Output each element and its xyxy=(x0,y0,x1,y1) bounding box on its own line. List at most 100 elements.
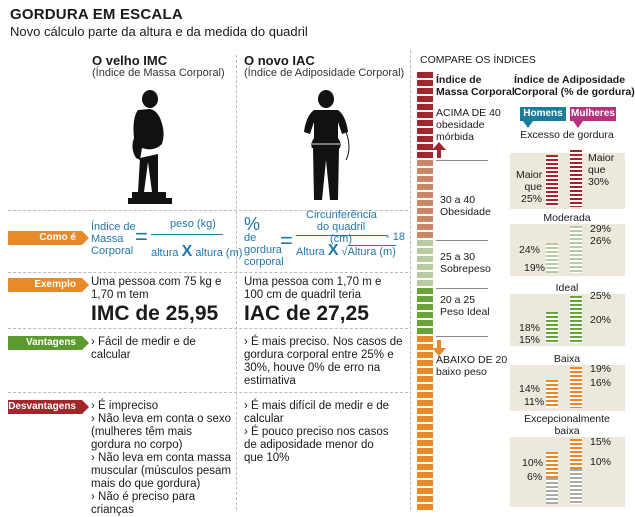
imc-formula-lhs2: Massa xyxy=(91,233,124,245)
imc-equals: = xyxy=(135,224,148,249)
iac-men-baixa-high: 14% xyxy=(519,383,541,395)
imc-scale-head1: Índice de xyxy=(436,74,482,86)
mulheres-badge: Mulheres xyxy=(570,107,616,121)
imc-result: IMC de 25,95 xyxy=(91,302,219,325)
imc-range-obese: 30 a 40 Obesidade xyxy=(440,194,491,218)
imc-times: X xyxy=(181,243,193,260)
iac-formula-num: Circunferência do quadril (cm) xyxy=(306,209,377,245)
imc-range-label: mórbida xyxy=(436,131,474,143)
iac-percent-sign: % xyxy=(244,214,261,234)
iac-scale-head1: Índice de Adiposidade xyxy=(514,74,626,86)
imc-desv-item: › Não leva em conta o sexo (mulheres têm… xyxy=(91,413,231,451)
iac-desvantagens: › É mais difícil de medir e de calcular … xyxy=(244,400,394,465)
row-divider-4 xyxy=(8,392,408,393)
imc-fraction-bar xyxy=(151,234,223,235)
iac-women-excep-bar xyxy=(570,439,582,469)
imc-den1: altura xyxy=(151,247,179,259)
iac-women-baixa-low: 16% xyxy=(590,377,612,389)
iac-lhs3: gordura xyxy=(244,244,282,256)
imc-range-label: 30 a 40 xyxy=(440,194,476,206)
tag-como-medido: Como é medido xyxy=(8,231,89,257)
iac-group-baixa-bg xyxy=(510,365,625,411)
iac-formula-lhs: de gordura corporal xyxy=(244,232,284,268)
iac-men-excep-bar xyxy=(546,452,558,478)
row-divider-1 xyxy=(8,210,408,211)
imc-range-label: 25 a 30 xyxy=(440,251,476,263)
iac-women-ideal-bar xyxy=(570,296,582,343)
iac-fraction-bar xyxy=(296,235,388,236)
iac-group-excep-title: Excepcionalmente baixa xyxy=(524,413,610,437)
imc-desv-item: › É impreciso xyxy=(91,400,159,412)
iac-group-excep-bg xyxy=(510,437,625,507)
imc-scale-bar xyxy=(417,72,433,510)
iac-label-line: Maior xyxy=(588,152,615,164)
iac-women-excep-high: 15% xyxy=(590,436,612,448)
iac-label-line: que xyxy=(524,181,542,193)
iac-women-baixa-bar xyxy=(570,367,582,408)
iac-desv-item: › É mais difícil de medir e de calcular xyxy=(244,400,390,425)
tag-exemplo: Exemplo xyxy=(8,278,89,292)
imc-desv-item: › Não é preciso para crianças xyxy=(91,491,196,516)
imc-range-label: ACIMA DE 40 xyxy=(436,107,501,119)
imc-range-label: ABAIXO DE 20 xyxy=(436,354,508,366)
iac-scale-head2: Corporal (% de gordura) xyxy=(514,86,635,98)
imc-scale-header: Índice de Massa Corporal xyxy=(436,74,515,98)
iac-men-ideal-low: 15% xyxy=(519,334,541,346)
imc-divider xyxy=(436,240,488,241)
iac-women-excep-low: 10% xyxy=(590,456,612,468)
imc-desvantagens: › É impreciso › Não leva em conta o sexo… xyxy=(91,400,231,517)
iac-men-excep-low: 6% xyxy=(527,471,543,483)
imc-range-label: Peso Ideal xyxy=(440,306,490,318)
row-divider-3 xyxy=(8,328,408,329)
imc-divider xyxy=(436,160,488,161)
iac-vantagens: › É mais preciso. Nos casos de gordura c… xyxy=(244,336,403,387)
iac-men-excep-high: 10% xyxy=(522,457,544,469)
imc-range-overweight: 25 a 30 Sobrepeso xyxy=(440,251,491,275)
iac-group-baixa-title: Baixa xyxy=(553,353,581,365)
iac-group-moderada-bg xyxy=(510,224,625,276)
imc-divider xyxy=(436,336,488,337)
iac-men-excesso-bar xyxy=(546,155,558,207)
imc-den2: altura (m) xyxy=(195,247,243,259)
iac-title: O novo IAC xyxy=(244,53,315,68)
iac-label-line: Maior xyxy=(516,169,543,181)
iac-men-moderada-bar xyxy=(546,243,558,273)
imc-subtitle: (Índice de Massa Corporal) xyxy=(92,67,225,79)
imc-divider xyxy=(436,288,488,289)
iac-women-baixa-high: 19% xyxy=(590,363,612,375)
compare-title: COMPARE OS ÍNDICES xyxy=(420,54,536,66)
imc-range-label: Obesidade xyxy=(440,206,491,218)
imc-formula-den: altura X altura (m) xyxy=(151,243,243,260)
iac-scale-header: Índice de Adiposidade Corporal (% de gor… xyxy=(514,74,635,98)
iac-men-moderada-high: 24% xyxy=(519,244,541,256)
iac-men-ideal-high: 18% xyxy=(519,322,541,334)
imc-formula-lhs1: Índice de xyxy=(91,221,136,233)
tag-vantagens: Vantagens xyxy=(8,336,89,350)
iac-formula-den: Altura X √Altura (m) xyxy=(296,242,396,259)
imc-formula: Índice de Massa Corporal xyxy=(91,221,136,257)
imc-scale-segment-overweight xyxy=(417,240,433,288)
iac-group-excesso-bg xyxy=(510,153,625,209)
iac-desv-item: › É pouco preciso nos casos de adiposida… xyxy=(244,426,389,464)
iac-women-ideal-low: 20% xyxy=(590,314,612,326)
iac-exemplo: Uma pessoa com 1,70 m e 100 cm de quadri… xyxy=(244,276,382,301)
iac-women-excesso-label: Maior que 30% xyxy=(588,152,614,188)
imc-desv-item: › Não leva em conta massa muscular (músc… xyxy=(91,452,231,490)
iac-men-excesso-label: Maior que 25% xyxy=(516,169,542,205)
homens-pointer-icon xyxy=(523,121,533,128)
imc-vantagens: › Fácil de medir e de calcular xyxy=(91,336,196,361)
page-subtitle: Novo cálculo parte da altura e da medida… xyxy=(10,24,308,39)
imc-exemplo: Uma pessoa com 75 kg e 1,70 m tem xyxy=(91,276,222,301)
iac-women-ideal-high: 25% xyxy=(590,290,612,302)
iac-result: IAC de 27,25 xyxy=(244,302,369,325)
iac-men-baixa-low: 11% xyxy=(524,396,545,408)
man-on-scale-silhouette xyxy=(128,90,172,204)
imc-scale-segment-low xyxy=(417,336,433,510)
iac-men-baixa-bar xyxy=(546,380,558,408)
imc-title: O velho IMC xyxy=(92,53,168,68)
iac-minus: - 18 xyxy=(386,231,405,243)
man-measuring-hips-silhouette xyxy=(304,90,350,200)
iac-equals: = xyxy=(280,228,293,253)
iac-den1: Altura xyxy=(296,246,325,258)
imc-range-label: 20 a 25 xyxy=(440,294,476,306)
